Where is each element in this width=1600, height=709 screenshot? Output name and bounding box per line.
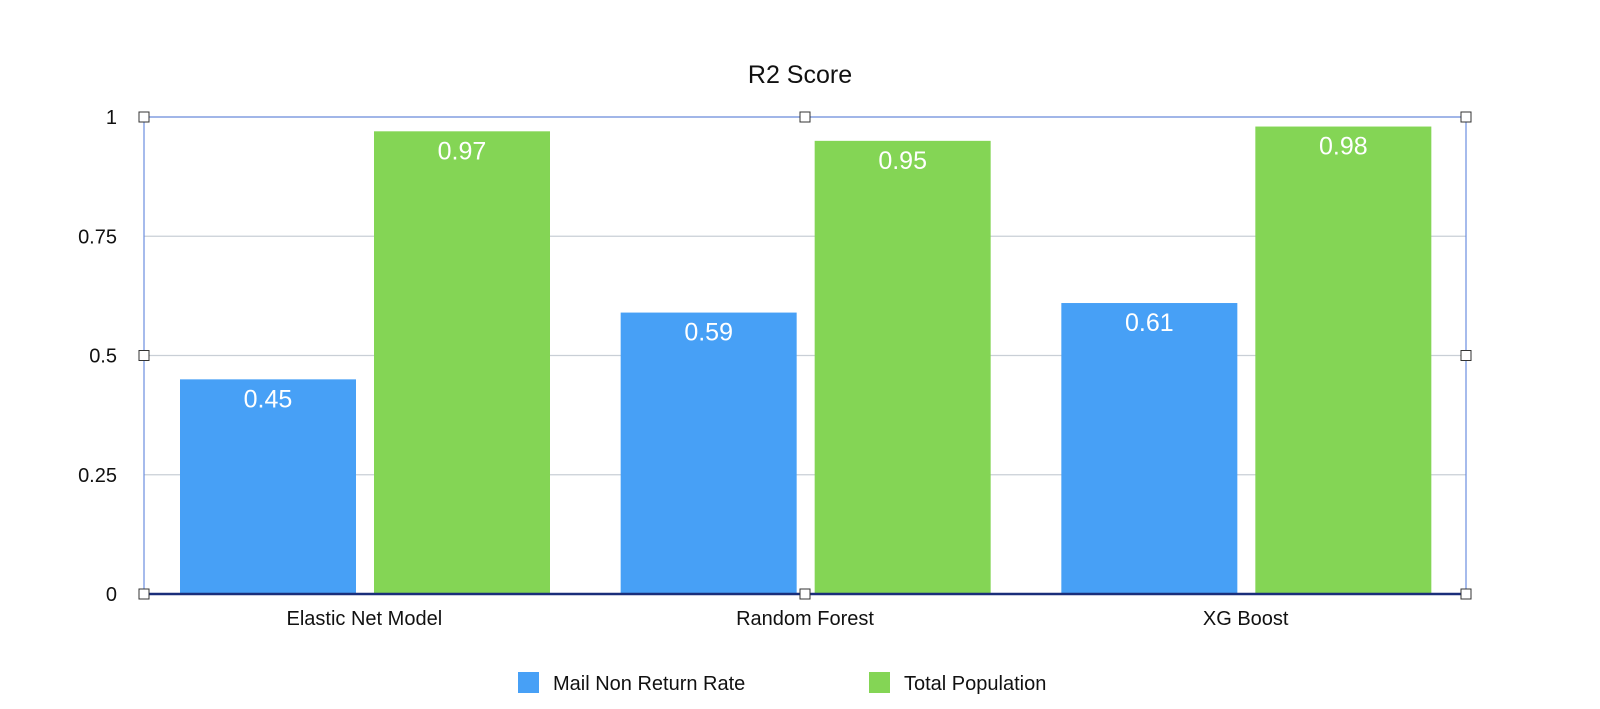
y-tick-label: 1 (106, 107, 117, 129)
legend-swatch (518, 672, 539, 693)
legend: Mail Non Return Rate Total Population (518, 672, 1046, 695)
y-tick-label: 0.25 (78, 465, 117, 487)
y-tick-label: 0.75 (78, 226, 117, 248)
bar[interactable] (180, 379, 356, 594)
selection-frame[interactable] (138, 111, 1472, 600)
x-category-label: XG Boost (1203, 608, 1289, 630)
x-category-label: Elastic Net Model (287, 608, 443, 630)
resize-handle[interactable] (138, 111, 150, 123)
bar[interactable] (1061, 303, 1238, 594)
bar-series: 0.45 0.97 0.59 0.95 0.61 0.98 (180, 126, 1432, 594)
bar[interactable] (1255, 126, 1432, 594)
legend-label: Total Population (904, 673, 1046, 695)
y-tick-label: 0.5 (89, 346, 117, 368)
chart-title: R2 Score (748, 61, 852, 89)
legend-swatch (869, 672, 890, 693)
resize-handle[interactable] (1460, 588, 1472, 600)
data-label: 0.45 (244, 385, 293, 413)
bar[interactable] (620, 312, 797, 594)
bar[interactable] (374, 131, 550, 594)
x-axis-categories: Elastic Net Model Random Forest XG Boost (287, 608, 1289, 630)
data-label: 0.61 (1125, 309, 1174, 337)
resize-handle[interactable] (138, 350, 150, 361)
data-label: 0.59 (684, 319, 733, 347)
data-label: 0.95 (878, 147, 927, 175)
resize-handle[interactable] (799, 588, 811, 600)
y-tick-label: 0 (106, 584, 117, 606)
bar[interactable] (814, 140, 991, 594)
data-label: 0.98 (1319, 133, 1368, 161)
data-label: 0.97 (438, 137, 487, 165)
resize-handle[interactable] (799, 111, 811, 123)
x-category-label: Random Forest (736, 608, 874, 630)
legend-label: Mail Non Return Rate (553, 673, 745, 695)
resize-handle[interactable] (138, 588, 150, 600)
resize-handle[interactable] (1460, 350, 1472, 361)
y-axis-ticks: 0 0.25 0.5 0.75 1 (78, 107, 117, 606)
resize-handle[interactable] (1460, 111, 1472, 123)
